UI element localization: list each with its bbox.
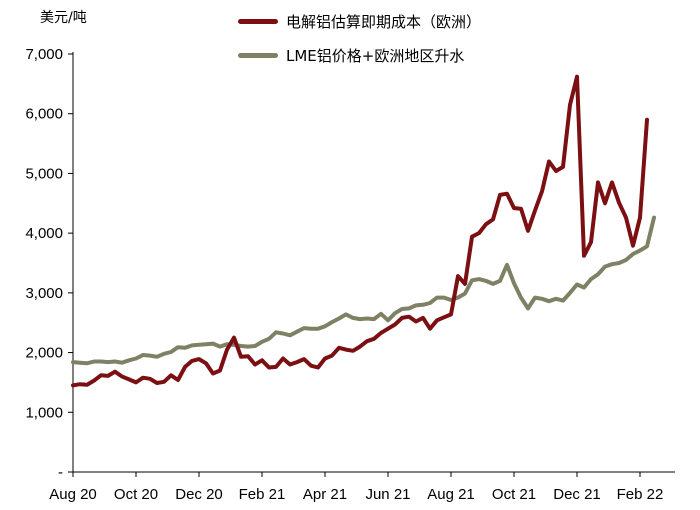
y-tick-label: 4,000 bbox=[25, 225, 63, 242]
y-tick-label: 2,000 bbox=[25, 345, 63, 362]
y-tick-label: 7,000 bbox=[25, 46, 63, 63]
y-tick-label: 5,000 bbox=[25, 165, 63, 182]
x-tick-label: Dec 21 bbox=[553, 486, 601, 503]
legend-label-lme-price: LME铝价格+欧洲地区升水 bbox=[286, 46, 465, 65]
y-tick-label: 1,000 bbox=[25, 404, 63, 421]
x-tick-label: Aug 20 bbox=[49, 486, 97, 503]
x-tick-label: Apr 21 bbox=[303, 486, 347, 503]
legend-item-lme-price: LME铝价格+欧洲地区升水 bbox=[238, 42, 481, 68]
x-tick-label: Oct 20 bbox=[114, 486, 158, 503]
y-tick-label: 3,000 bbox=[25, 285, 63, 302]
x-tick-label: Aug 21 bbox=[427, 486, 475, 503]
y-tick-label: - bbox=[58, 464, 63, 481]
legend-swatch-europe-cost bbox=[238, 18, 278, 24]
legend-item-europe-cost: 电解铝估算即期成本（欧洲） bbox=[238, 8, 481, 34]
x-tick-label: Feb 22 bbox=[617, 486, 664, 503]
x-tick-label: Feb 21 bbox=[239, 486, 286, 503]
series-layer bbox=[71, 74, 656, 388]
x-tick-label: Dec 20 bbox=[175, 486, 223, 503]
y-axis-unit-label: 美元/吨 bbox=[40, 10, 87, 26]
y-axis-tick-labels: 7,000 6,000 5,000 4,000 3,000 2,000 1,000 - bbox=[25, 46, 63, 481]
series-line-lme-price bbox=[71, 215, 656, 366]
legend: 电解铝估算即期成本（欧洲） LME铝价格+欧洲地区升水 bbox=[238, 8, 481, 76]
axes bbox=[68, 52, 675, 477]
series-line-europe-cost bbox=[71, 74, 649, 388]
x-axis-tick-labels: Aug 20 Oct 20 Dec 20 Feb 21 Apr 21 Jun 21 Aug … bbox=[49, 486, 663, 503]
x-tick-label: Jun 21 bbox=[365, 486, 410, 503]
legend-label-europe-cost: 电解铝估算即期成本（欧洲） bbox=[286, 12, 482, 31]
legend-swatch-lme-price bbox=[238, 52, 278, 58]
y-tick-label: 6,000 bbox=[25, 106, 63, 123]
x-tick-label: Oct 21 bbox=[492, 486, 536, 503]
